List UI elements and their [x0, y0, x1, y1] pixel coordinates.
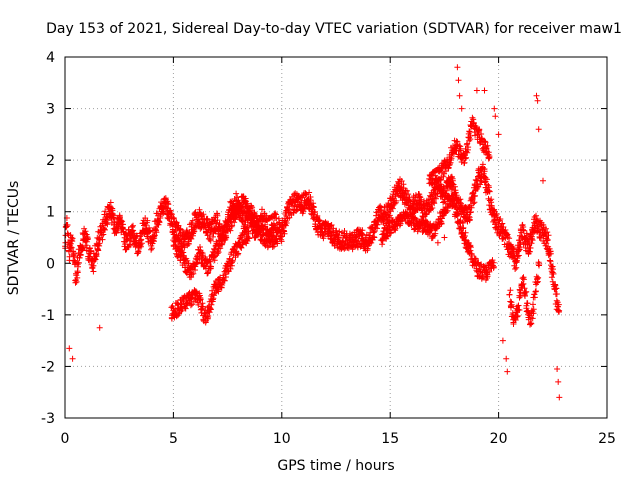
data-point — [138, 236, 144, 242]
data-point — [503, 356, 509, 362]
data-point — [457, 93, 463, 99]
data-point — [555, 379, 561, 385]
data-point — [435, 240, 441, 246]
x-tick-label: 5 — [169, 431, 178, 447]
y-tick-labels: -3 -2 -1 0 1 2 3 4 — [41, 50, 55, 427]
y-tick-label: 4 — [46, 50, 55, 66]
data-point — [233, 191, 239, 197]
x-tick-label: 0 — [61, 431, 70, 447]
data-point — [535, 98, 541, 104]
data-point — [491, 106, 497, 112]
data-point — [454, 64, 460, 70]
data-point — [500, 338, 506, 344]
x-tick-labels: 0 5 10 15 20 25 — [61, 431, 616, 447]
data-point — [504, 369, 510, 375]
x-tick-label: 15 — [381, 431, 399, 447]
data-point — [532, 289, 538, 295]
x-tick-label: 10 — [273, 431, 291, 447]
data-point — [496, 131, 502, 137]
y-axis-label: SDTVAR / TECUs — [6, 181, 22, 296]
x-tick-label: 20 — [490, 431, 508, 447]
data-point — [534, 93, 540, 99]
data-point — [536, 126, 542, 132]
data-point — [482, 88, 488, 94]
x-axis-label: GPS time / hours — [277, 458, 394, 474]
data-point — [474, 88, 480, 94]
data-point — [90, 269, 96, 275]
data-point — [492, 113, 498, 119]
data-point — [507, 292, 513, 298]
y-tick-label: -2 — [41, 359, 55, 375]
data-point — [530, 301, 536, 307]
data-point — [554, 366, 560, 372]
data-point — [148, 247, 154, 253]
y-tick-label: -3 — [41, 411, 55, 427]
data-point — [95, 242, 101, 248]
x-tick-label: 25 — [598, 431, 616, 447]
data-point — [66, 345, 72, 351]
sdtvar-scatter-chart: Day 153 of 2021, Sidereal Day-to-day VTE… — [0, 0, 640, 480]
data-point — [456, 77, 462, 83]
data-point — [507, 299, 513, 305]
y-tick-label: 2 — [46, 153, 55, 169]
data-point — [70, 356, 76, 362]
data-point — [540, 178, 546, 184]
data-point — [459, 106, 465, 112]
data-point — [535, 275, 541, 281]
data-point — [512, 266, 518, 272]
data-point — [547, 258, 553, 264]
data-point — [507, 287, 513, 293]
data-point — [556, 394, 562, 400]
y-tick-label: 0 — [46, 256, 55, 272]
y-tick-label: 1 — [46, 205, 55, 221]
data-point — [130, 223, 136, 229]
data-points — [62, 64, 562, 400]
data-point — [532, 294, 538, 300]
chart-title: Day 153 of 2021, Sidereal Day-to-day VTE… — [46, 21, 622, 37]
data-point — [520, 275, 526, 281]
data-point — [441, 235, 447, 241]
y-tick-label: 3 — [46, 102, 55, 118]
y-tick-label: -1 — [41, 308, 55, 324]
data-point — [97, 325, 103, 331]
